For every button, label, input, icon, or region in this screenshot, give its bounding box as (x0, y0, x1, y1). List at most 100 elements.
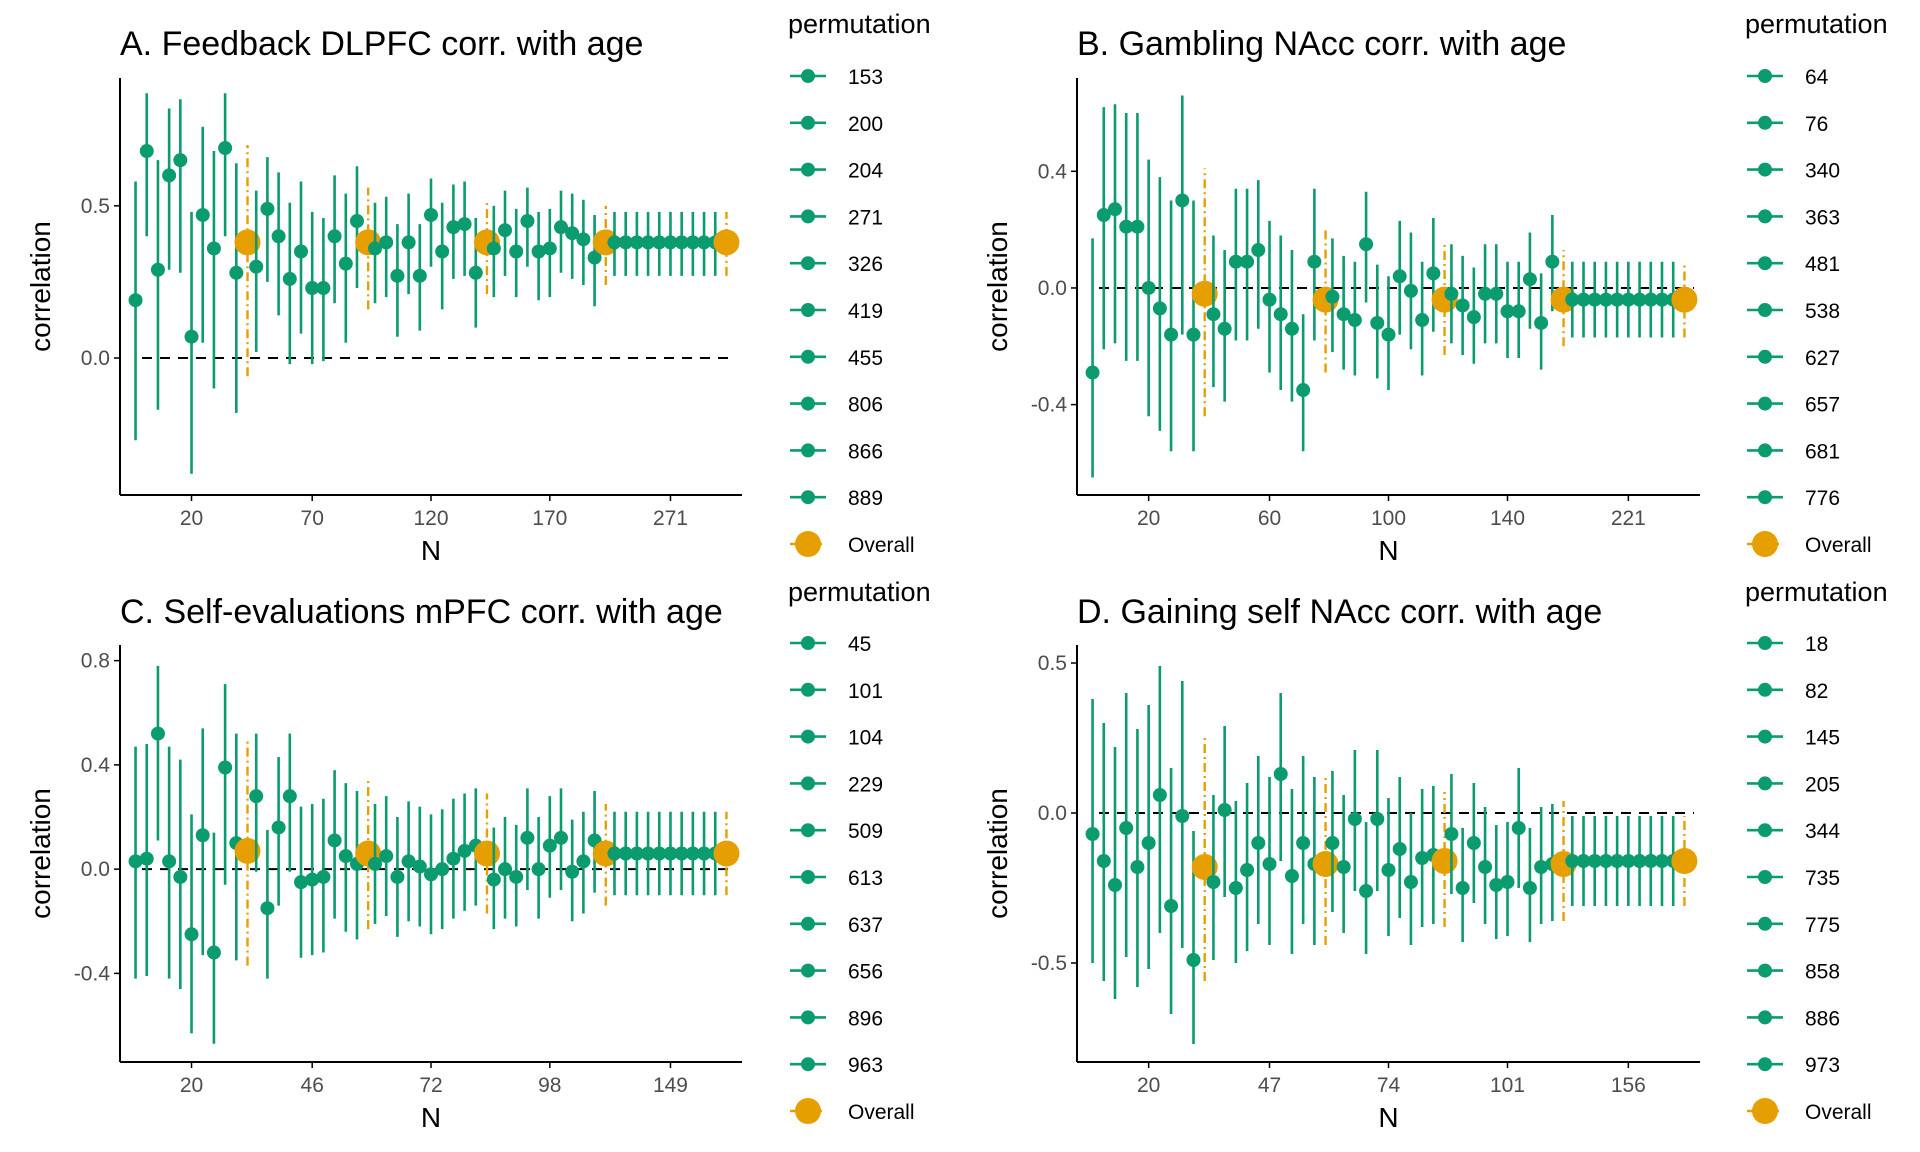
legend-key-point (801, 823, 815, 838)
legend-label-overall: Overall (848, 1101, 915, 1124)
permutation-point (1130, 860, 1145, 874)
permutation-point (282, 789, 297, 804)
permutation-point (1325, 836, 1340, 850)
permutation-point (1141, 280, 1156, 295)
permutation-point (1152, 301, 1167, 316)
permutation-point (1621, 292, 1636, 307)
permutation-point (1296, 383, 1311, 398)
permutation-point (218, 760, 233, 775)
permutation-point (607, 846, 622, 861)
permutation-point (401, 235, 416, 250)
permutation-point (553, 220, 568, 235)
legend-label: 363 (1805, 206, 1840, 229)
legend-key-point (1758, 443, 1772, 458)
permutation-point (565, 226, 580, 241)
permutation-point (1296, 836, 1311, 850)
permutation-point (1240, 863, 1255, 877)
permutation-point (1119, 219, 1134, 234)
legend-key-point (801, 870, 815, 884)
legend-key-point (1758, 162, 1772, 177)
x-tick-label: 271 (653, 507, 688, 530)
permutation-point (618, 846, 633, 861)
permutation-point (629, 235, 644, 250)
legend-key-point (1758, 636, 1772, 650)
permutation-point (1632, 854, 1647, 868)
legend-label: 657 (1805, 394, 1840, 417)
y-axis-title: correlation (982, 221, 1013, 352)
permutation-point (1347, 812, 1362, 826)
legend-key-point (1758, 916, 1772, 931)
permutation-point (229, 265, 244, 280)
legend-key-point (801, 916, 815, 931)
legend-key-point-overall (795, 531, 821, 557)
legend-label: 18 (1805, 633, 1828, 656)
permutation-point (1489, 286, 1504, 301)
permutation-point (509, 244, 524, 259)
permutation-point (379, 849, 394, 864)
permutation-point (1534, 315, 1549, 330)
legend-label-overall: Overall (1805, 534, 1872, 557)
permutation-point (316, 281, 331, 296)
permutation-point (1206, 307, 1221, 322)
permutation-point (1643, 854, 1658, 868)
permutation-point (390, 869, 405, 884)
overall-point (1312, 851, 1339, 877)
x-tick-label: 20 (1137, 1074, 1160, 1097)
permutation-point (1426, 266, 1441, 281)
x-tick-label: 140 (1490, 507, 1525, 530)
x-tick-label: 149 (653, 1074, 688, 1097)
legend-label: 82 (1805, 680, 1828, 703)
x-axis-title: N (421, 535, 441, 566)
x-tick-label: 74 (1377, 1074, 1401, 1097)
permutation-point (531, 862, 546, 877)
permutation-point (1108, 202, 1123, 217)
permutation-point (1130, 219, 1145, 234)
permutation-point (1164, 327, 1179, 342)
permutation-point (327, 833, 342, 848)
permutation-point (457, 217, 472, 232)
permutation-point (1284, 869, 1299, 883)
chart-panel-2: B. Gambling NAcc corr. with age 0.4 0.0 -0.… (982, 9, 1888, 566)
permutation-point (139, 851, 154, 866)
permutation-point (641, 235, 656, 250)
legend-key-point (801, 636, 815, 650)
permutation-point (685, 846, 700, 861)
x-tick-label: 20 (180, 1074, 203, 1097)
legend-key-point (801, 349, 815, 364)
permutation-point (486, 241, 501, 256)
permutation-point (1478, 860, 1493, 874)
permutation-point (206, 945, 221, 960)
permutation-point (587, 250, 602, 265)
permutation-point (468, 265, 483, 280)
permutation-point (1415, 851, 1430, 865)
legend-label: 866 (848, 440, 883, 463)
permutation-point (607, 235, 622, 250)
permutation-point (1251, 243, 1266, 258)
permutation-point (652, 846, 667, 861)
legend-label: 806 (848, 394, 883, 417)
legend-key-point (801, 69, 815, 83)
permutation-point (1085, 827, 1100, 841)
permutation-point (663, 846, 678, 861)
x-axis-title: N (421, 1102, 441, 1133)
y-axis-title: correlation (25, 221, 56, 352)
permutation-point (1610, 292, 1625, 307)
permutation-point (271, 820, 286, 835)
permutation-point (1500, 304, 1515, 319)
permutation-point (1262, 857, 1277, 871)
permutation-point (1336, 860, 1351, 874)
permutation-point (674, 846, 689, 861)
legend-key-point (801, 209, 815, 224)
permutation-point (1466, 836, 1481, 850)
permutation-point (412, 859, 427, 874)
permutation-point (618, 235, 633, 250)
chart-panel-1: A. Feedback DLPFC corr. with age 0.5 0.0 20… (25, 9, 931, 566)
permutation-point (162, 854, 177, 869)
permutation-point (1175, 193, 1190, 208)
legend-label-overall: Overall (1805, 1101, 1872, 1124)
permutation-point (457, 843, 472, 858)
legend-label: 627 (1805, 347, 1840, 370)
permutation-point (1217, 321, 1232, 336)
permutation-point (1444, 286, 1459, 301)
overall-point (473, 840, 500, 867)
